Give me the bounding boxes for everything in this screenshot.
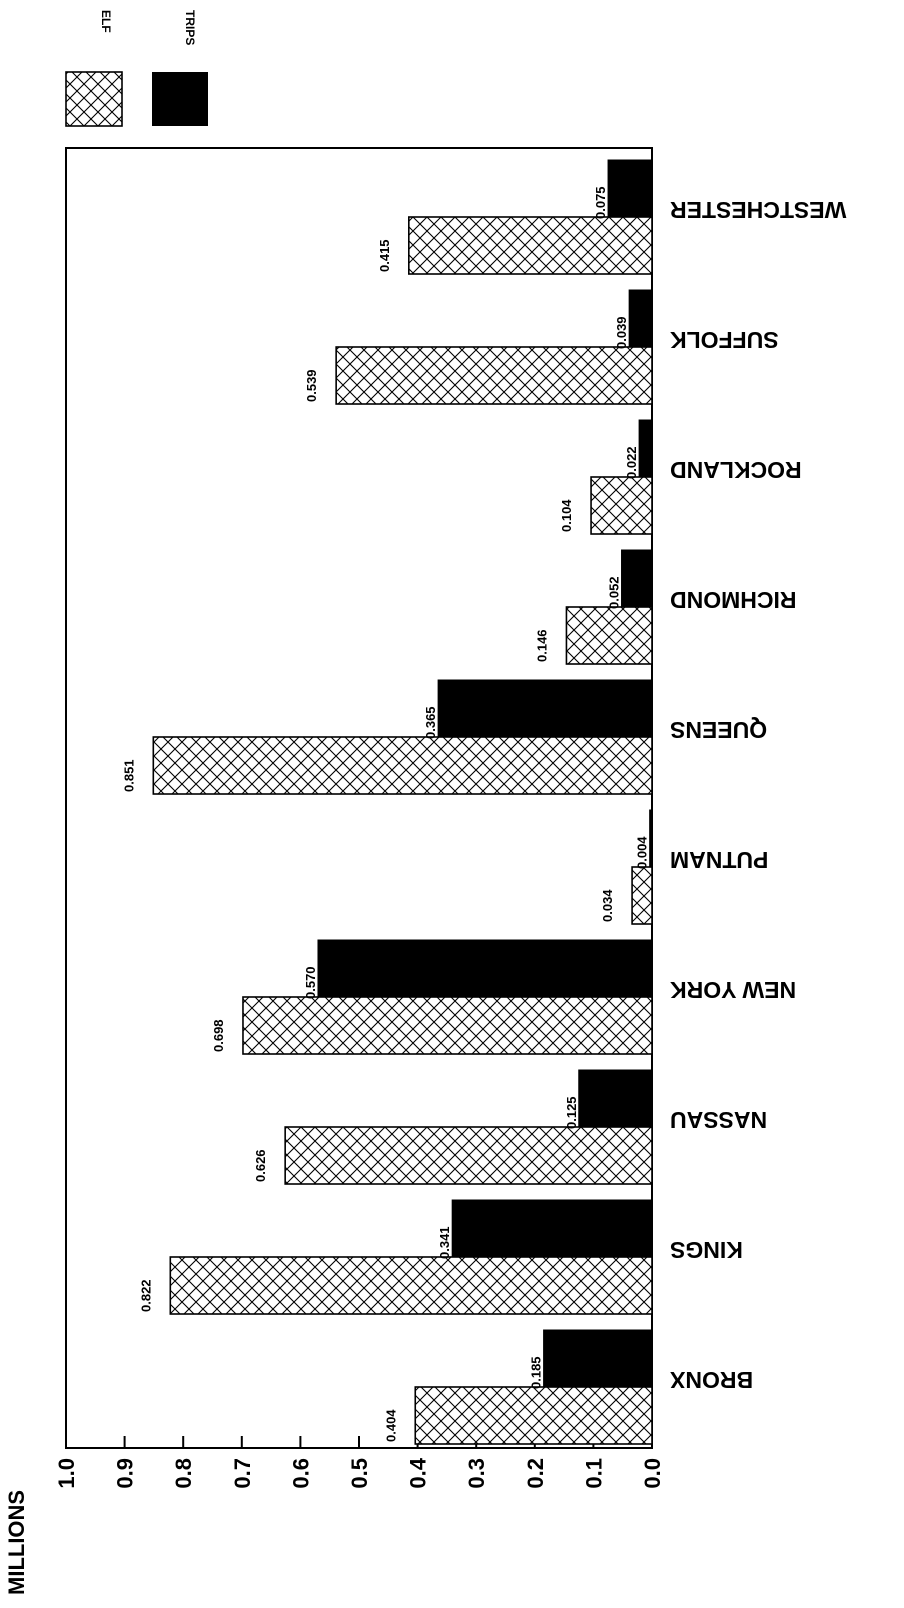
bar-elf	[152, 736, 653, 795]
value-label-elf: 0.034	[600, 889, 615, 922]
tick-label: 0.2	[523, 1458, 548, 1489]
value-label-elf: 0.539	[304, 369, 319, 402]
value-label-trips: 0.004	[635, 836, 650, 869]
category-label: WESTCHESTER	[670, 197, 847, 223]
bar-trips	[628, 289, 653, 348]
value-label-trips: 0.185	[529, 1356, 544, 1389]
value-label-elf: 0.404	[383, 1409, 398, 1442]
category-label: RICHMOND	[670, 587, 797, 613]
value-label-elf: 0.626	[253, 1149, 268, 1182]
bar-trips	[543, 1329, 653, 1388]
value-label-trips: 0.052	[607, 576, 622, 609]
bar-trips	[607, 159, 653, 218]
category-label: NEW YORK	[670, 977, 796, 1003]
value-label-elf: 0.822	[138, 1279, 153, 1312]
value-label-elf: 0.851	[121, 759, 136, 792]
tick-label: 0.8	[171, 1458, 196, 1489]
category-label: PUTNAM	[670, 847, 768, 873]
bar-elf	[590, 476, 653, 535]
value-label-trips: 0.125	[564, 1096, 579, 1129]
tick-label: 0.5	[347, 1458, 372, 1489]
legend-swatch-trips	[152, 72, 208, 126]
tick-label: 0.7	[230, 1458, 255, 1489]
bar-trips	[578, 1069, 653, 1128]
y-axis-label: MILLIONS	[4, 1490, 29, 1595]
bar-trips	[451, 1199, 653, 1258]
value-label-trips: 0.570	[303, 966, 318, 999]
category-label: ROCKLAND	[670, 457, 802, 483]
value-label-elf: 0.146	[534, 629, 549, 662]
tick-label: 0.9	[113, 1458, 138, 1489]
bar-trips	[317, 939, 653, 998]
tick-label: 0.4	[406, 1457, 431, 1488]
value-label-elf: 0.104	[559, 499, 574, 532]
tick-label: 0.6	[288, 1458, 313, 1489]
legend-label-trips: TRIPS	[183, 10, 197, 45]
bar-elf	[284, 1126, 653, 1185]
legend-swatch-elf	[65, 71, 123, 127]
bar-elf	[169, 1256, 653, 1315]
bar-elf	[565, 606, 653, 665]
category-label: KINGS	[670, 1237, 743, 1263]
category-label: SUFFOLK	[670, 327, 779, 353]
legend-label-elf: ELF	[99, 10, 113, 33]
bar-elf	[335, 346, 653, 405]
category-label: NASSAU	[670, 1107, 767, 1133]
value-label-elf: 0.698	[211, 1019, 226, 1052]
tick-label: 1.0	[54, 1458, 79, 1489]
bar-trips	[638, 419, 653, 478]
category-label: QUEENS	[670, 717, 767, 743]
value-label-trips: 0.022	[624, 446, 639, 479]
category-label: BRONX	[669, 1367, 753, 1393]
bar-elf	[414, 1386, 653, 1445]
bar-elf	[242, 996, 653, 1055]
tick-label: 0.3	[464, 1458, 489, 1489]
bar-elf	[631, 866, 653, 925]
tick-label: 0.0	[640, 1458, 665, 1489]
tick-label: 0.1	[581, 1458, 606, 1489]
value-label-trips: 0.039	[614, 316, 629, 349]
value-label-trips: 0.365	[423, 706, 438, 739]
bar-trips	[437, 679, 653, 738]
value-label-trips: 0.341	[437, 1226, 452, 1259]
value-label-elf: 0.415	[377, 239, 392, 272]
bar-trips	[621, 549, 653, 608]
bar-trips	[649, 809, 653, 868]
value-label-trips: 0.075	[593, 186, 608, 219]
bar-elf	[408, 216, 653, 275]
